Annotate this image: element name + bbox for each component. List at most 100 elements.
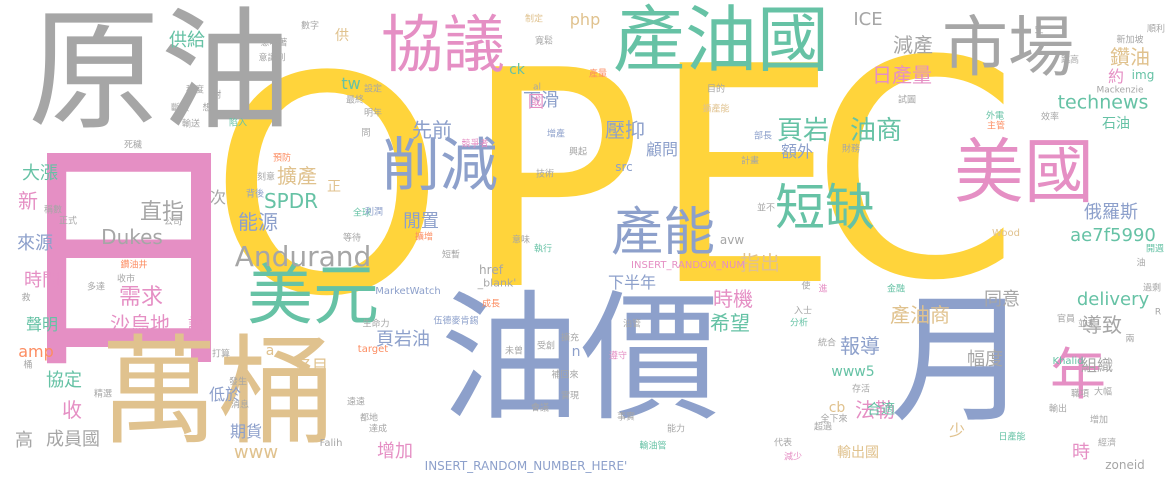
word-crude-oil: 原油: [28, 0, 292, 149]
word-oil-firm: 油商: [849, 116, 903, 146]
word-daily-output: 日產量: [872, 63, 932, 87]
word-s17: 技術: [535, 169, 555, 180]
word-s52: 大幅: [1093, 387, 1113, 398]
word-wood: Wood: [992, 228, 1020, 239]
word-high: 高: [15, 430, 33, 451]
word-s36: 補回來: [551, 370, 579, 381]
word-s95: 使: [801, 281, 811, 292]
word-amp: amp: [18, 342, 54, 361]
word-c: C: [810, 0, 1020, 346]
word-o: O: [208, 13, 446, 362]
word-s45: 統合: [817, 338, 837, 349]
word-dukes: Dukes: [101, 225, 163, 249]
word-s83: 都地: [359, 413, 379, 424]
word-russia: 俄羅斯: [1084, 202, 1138, 223]
word-suppress: 壓抑: [605, 118, 645, 142]
word-capacity: 產能: [610, 203, 716, 263]
word-mackenzie: Mackenzie: [1096, 85, 1144, 96]
word-s89: al: [532, 82, 542, 93]
word-s47: 存活: [851, 384, 871, 395]
word-production-cut: 減產: [893, 33, 933, 57]
word-united-states: 美國: [954, 131, 1094, 213]
word-advisor: 顧問: [645, 140, 679, 159]
word-petroleum: 石油: [1102, 116, 1130, 132]
word-s27: 執行: [533, 244, 553, 255]
word-point-out: 指出: [740, 251, 780, 275]
word-previously: 先前: [412, 118, 452, 142]
word-s54: 金融: [886, 284, 906, 295]
word-ten-thousand-barrels: 萬桶: [99, 323, 337, 461]
word-s75: 鑽油井: [120, 260, 148, 271]
word-s44: 分析: [789, 318, 809, 329]
word-below: 低於: [208, 385, 242, 404]
word-expand-production: 擴產: [277, 164, 317, 188]
word-extra: 額外: [780, 142, 814, 161]
word-oil-price: 油價: [439, 278, 721, 441]
word-s82: 發生: [228, 377, 248, 388]
word-idle: 閒置: [403, 211, 439, 232]
word-www: www: [233, 442, 279, 463]
word-s22: 全球: [352, 208, 372, 219]
word-src: src: [615, 160, 633, 174]
word-s23: 利潤: [364, 207, 384, 218]
word-s65: 設定: [363, 84, 383, 95]
word-provide: 供: [335, 28, 349, 44]
word-s74: 公司: [163, 217, 183, 228]
word-demand: 需求: [118, 285, 164, 310]
word-times: 次: [209, 188, 227, 207]
word-s37: 會議: [530, 403, 550, 414]
word-s5: 寬鬆: [534, 36, 554, 47]
word-timing: 時機: [713, 287, 753, 311]
word-shortage: 短缺: [775, 179, 875, 237]
word-s79: 桶: [23, 360, 33, 371]
word-p: P: [462, 7, 644, 356]
word-surge: 大漲: [22, 163, 58, 184]
word-s39: 輸油管: [639, 441, 667, 452]
word-s35: 遵守: [608, 351, 628, 362]
word-s2: 意味著: [260, 38, 288, 49]
word-s57: 並未: [1077, 319, 1097, 330]
word-s38: 實現: [560, 391, 580, 402]
word-technews: technews: [1057, 91, 1149, 114]
word-www5: www5: [831, 364, 875, 380]
word-s69: 想: [202, 103, 212, 114]
word-s59: 開週: [1145, 244, 1165, 255]
word-s85: 消息: [230, 400, 250, 411]
word-decline: 下滑: [523, 90, 559, 111]
word-s62: 產量: [588, 69, 608, 80]
word-suitable: 合適: [867, 402, 895, 418]
word-a: a: [265, 343, 275, 359]
word-s87: 對: [212, 90, 222, 101]
word-s43: 減少: [783, 452, 803, 463]
word-s58: 過剩: [1142, 283, 1162, 294]
word-s31: 未曾: [504, 346, 524, 357]
word-usd: 美元: [247, 257, 379, 334]
word-s29: 生命力: [362, 319, 390, 330]
word-s40: 事實: [616, 412, 636, 423]
word-oil-producer: 產油商: [890, 303, 950, 327]
word-s53: 經濟: [1097, 438, 1117, 449]
word-s91: 意味: [511, 235, 531, 246]
word-s60: 順利: [1146, 24, 1166, 35]
word-s99: 增加: [1089, 415, 1109, 426]
word-s26: 短暫: [441, 250, 461, 261]
word-s73: 正式: [58, 216, 78, 227]
word-falih-zh: 法勒: [855, 398, 895, 422]
word-cut: 削減: [381, 131, 499, 199]
word-s13: 試圖: [897, 95, 917, 106]
word-positive: 正: [327, 179, 341, 195]
word-futures: 期貨: [229, 422, 263, 441]
word-hope: 希望: [710, 311, 750, 335]
word-statement: 聲明: [25, 315, 59, 334]
word-s16: 興起: [568, 147, 588, 158]
word-lead-to: 導致: [1082, 313, 1122, 337]
word-s46: 入士: [793, 306, 813, 317]
word-s90: 並不: [756, 203, 776, 214]
word-s80: 打算: [211, 349, 231, 360]
word-report: 報導: [840, 334, 880, 358]
word-zoneid: zoneid: [1105, 458, 1145, 472]
word-agreement: 協議: [380, 8, 506, 81]
word-year: 年: [1050, 343, 1106, 408]
word-s92: 史: [1034, 25, 1044, 36]
